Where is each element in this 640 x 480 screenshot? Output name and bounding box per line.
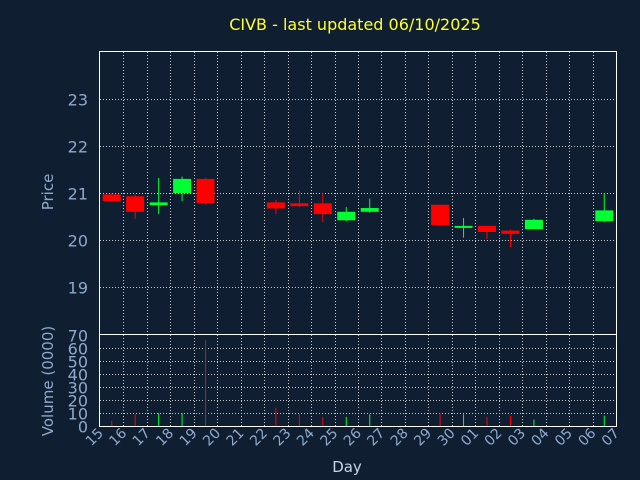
x-tick-label: 02 <box>482 426 506 450</box>
volume-tick-label: 60 <box>68 340 88 359</box>
x-tick-label: 27 <box>364 426 388 450</box>
x-tick-label: 25 <box>317 426 341 450</box>
price-tick-label: 23 <box>68 91 88 110</box>
x-tick-label: 17 <box>130 426 154 450</box>
candle-body <box>501 230 520 234</box>
candle-body <box>595 210 614 222</box>
candle-body <box>360 208 379 212</box>
x-tick-label: 05 <box>552 426 576 450</box>
x-tick-label: 04 <box>529 425 553 449</box>
x-tick-label: 07 <box>599 426 623 450</box>
x-tick-label: 18 <box>153 426 177 450</box>
candle-body <box>431 204 450 225</box>
volume-tick-label: 20 <box>68 392 88 411</box>
x-tick-label: 29 <box>411 426 435 450</box>
candle-body <box>337 211 356 221</box>
candle-body <box>102 194 121 201</box>
price-grid <box>100 52 616 334</box>
volume-grid <box>100 335 616 426</box>
x-tick-label: 19 <box>177 426 201 450</box>
x-tick-label: 22 <box>247 426 271 450</box>
price-tick-labels: 19 20 21 22 23 <box>68 91 88 298</box>
volume-panel-frame <box>99 334 617 427</box>
price-tick-label: 22 <box>68 138 88 157</box>
volume-tick-label: 30 <box>68 379 88 398</box>
x-tick-label: 23 <box>271 426 295 450</box>
candle-body <box>196 178 215 204</box>
candles <box>102 176 614 248</box>
candle-body <box>454 225 473 228</box>
volume-tick-label: 70 <box>68 327 88 346</box>
volume-tick-label: 50 <box>68 353 88 372</box>
x-tick-label: 03 <box>505 426 529 450</box>
candle-body <box>478 225 496 233</box>
volume-tick-label: 10 <box>68 405 88 424</box>
price-tick-label: 19 <box>68 279 88 298</box>
chart-title: CIVB - last updated 06/10/2025 <box>229 15 481 34</box>
x-tick-label: 16 <box>106 425 130 449</box>
price-tick-label: 21 <box>68 185 88 204</box>
volume-axis-label: Volume (0000) <box>39 326 57 436</box>
x-tick-label: 24 <box>294 425 318 449</box>
volume-bars <box>111 340 605 426</box>
x-tick-label: 26 <box>341 425 365 449</box>
price-tick-label: 20 <box>68 232 88 251</box>
candle-body <box>266 202 285 209</box>
candle-body <box>149 202 168 206</box>
x-tick-label: 20 <box>200 426 224 450</box>
price-axis-label: Price <box>39 174 57 211</box>
candle-body <box>173 178 192 193</box>
x-tick-labels: 15 16 17 18 19 20 21 22 23 24 25 26 27 28 29 30 01 02 03 04… <box>83 425 623 449</box>
volume-tick-label: 0 <box>78 418 88 437</box>
x-tick-label: 28 <box>388 426 412 450</box>
volume-tick-label: 40 <box>68 366 88 385</box>
x-tick-label: 30 <box>435 426 459 450</box>
candle-body <box>524 219 543 230</box>
x-tick-label: 21 <box>224 426 248 450</box>
candle-body <box>290 203 309 207</box>
x-tick-label: 01 <box>458 426 482 450</box>
candle-body <box>126 196 145 212</box>
x-axis-label: Day <box>332 458 362 476</box>
candle-body <box>313 203 332 215</box>
x-tick-label: 06 <box>575 425 599 449</box>
